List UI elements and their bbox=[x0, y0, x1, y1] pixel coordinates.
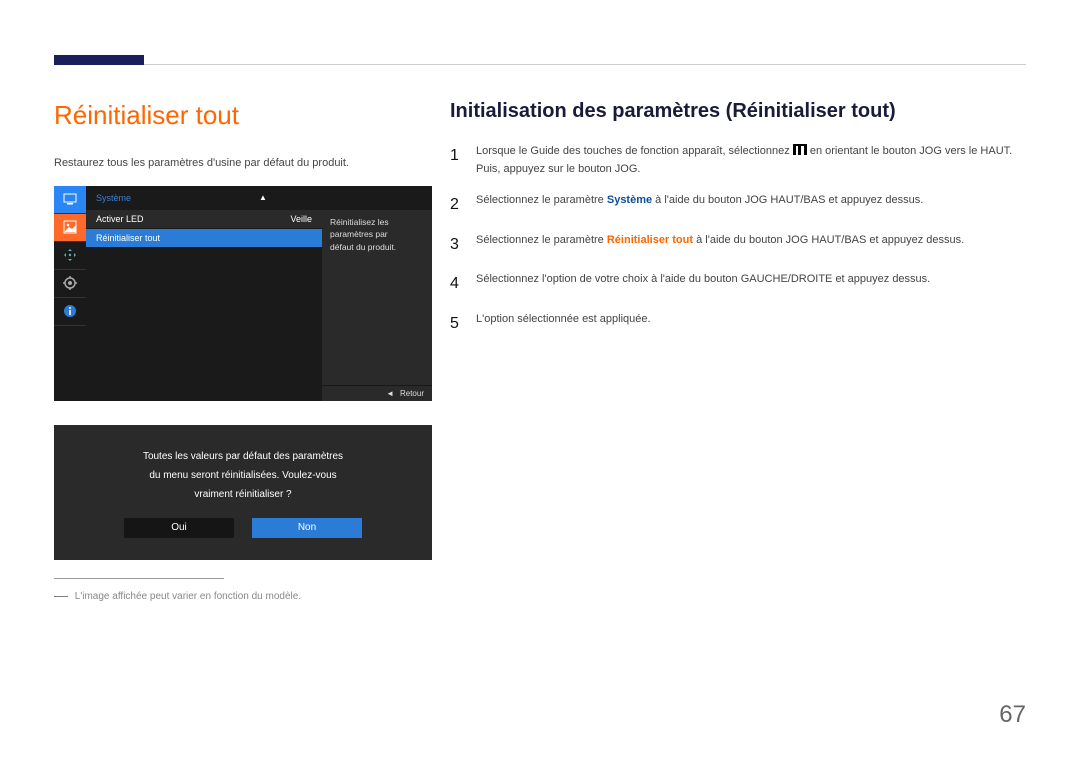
dialog-screenshot: Toutes les valeurs par défaut des paramè… bbox=[54, 425, 432, 560]
step-number: 1 bbox=[450, 143, 476, 178]
step-post: à l'aide du bouton JOG HAUT/BAS et appuy… bbox=[652, 194, 923, 206]
section-title: Initialisation des paramètres (Réinitial… bbox=[450, 100, 1026, 123]
osd-list: Activer LED Veille Réinitialiser tout bbox=[86, 210, 322, 401]
step-item: 5 L'option sélectionnée est appliquée. bbox=[450, 311, 1026, 337]
brightness-icon bbox=[54, 186, 86, 214]
step-text: Sélectionnez le paramètre Réinitialiser … bbox=[476, 232, 964, 258]
step-post: à l'aide du bouton JOG HAUT/BAS et appuy… bbox=[693, 234, 964, 246]
step-number: 5 bbox=[450, 311, 476, 337]
osd-body: Système ▲ Activer LED Veille Réinitialis… bbox=[86, 186, 432, 401]
step-text: Lorsque le Guide des touches de fonction… bbox=[476, 143, 1026, 178]
left-column: Réinitialiser tout Restaurez tous les pa… bbox=[54, 100, 432, 603]
header-accent bbox=[54, 55, 144, 65]
osd-row-label: Réinitialiser tout bbox=[96, 233, 160, 243]
footnote-dash: ― bbox=[54, 587, 68, 603]
dialog-line: du menu seront réinitialisées. Voulez-vo… bbox=[143, 466, 343, 485]
osd-help-line: paramètres par bbox=[330, 228, 424, 241]
header-divider bbox=[54, 64, 1026, 65]
steps-list: 1 Lorsque le Guide des touches de foncti… bbox=[450, 143, 1026, 337]
step-pre: Sélectionnez l'option de votre choix à l… bbox=[476, 273, 930, 285]
step-number: 3 bbox=[450, 232, 476, 258]
step-text: Sélectionnez le paramètre Système à l'ai… bbox=[476, 192, 923, 218]
settings-icon bbox=[54, 270, 86, 298]
footnote-divider bbox=[54, 578, 224, 579]
step-bold: Système bbox=[607, 194, 652, 206]
step-pre: Sélectionnez le paramètre bbox=[476, 234, 607, 246]
osd-row-selected: Réinitialiser tout bbox=[86, 229, 322, 248]
osd-header-title: Système bbox=[96, 193, 131, 203]
osd-help-line: Réinitialisez les bbox=[330, 216, 424, 229]
osd-main: Activer LED Veille Réinitialiser tout Ré… bbox=[86, 210, 432, 401]
menu-icon bbox=[793, 144, 807, 155]
page-title: Réinitialiser tout bbox=[54, 100, 432, 131]
step-bold: Réinitialiser tout bbox=[607, 234, 693, 246]
step-number: 2 bbox=[450, 192, 476, 218]
osd-row-label: Activer LED bbox=[96, 214, 144, 224]
osd-header: Système ▲ bbox=[86, 186, 432, 210]
osd-row-value: Veille bbox=[290, 214, 312, 224]
dialog-yes-button: Oui bbox=[124, 518, 234, 538]
osd-footer: ◄ Retour bbox=[322, 385, 432, 401]
step-number: 4 bbox=[450, 271, 476, 297]
position-icon bbox=[54, 242, 86, 270]
step-pre: L'option sélectionnée est appliquée. bbox=[476, 313, 651, 325]
footnote: ― L'image affichée peut varier en foncti… bbox=[54, 587, 432, 603]
page-number: 67 bbox=[999, 701, 1026, 729]
dialog-line: vraiment réinitialiser ? bbox=[143, 485, 343, 504]
page-description: Restaurez tous les paramètres d'usine pa… bbox=[54, 155, 432, 172]
osd-header-arrow: ▲ bbox=[259, 193, 267, 202]
right-column: Initialisation des paramètres (Réinitial… bbox=[450, 100, 1026, 351]
step-text: L'option sélectionnée est appliquée. bbox=[476, 311, 651, 337]
step-item: 2 Sélectionnez le paramètre Système à l'… bbox=[450, 192, 1026, 218]
step-item: 3 Sélectionnez le paramètre Réinitialise… bbox=[450, 232, 1026, 258]
dialog-buttons: Oui Non bbox=[124, 518, 362, 538]
dialog-line: Toutes les valeurs par défaut des paramè… bbox=[143, 447, 343, 466]
scene-icon bbox=[54, 214, 86, 242]
step-item: 4 Sélectionnez l'option de votre choix à… bbox=[450, 271, 1026, 297]
info-icon bbox=[54, 298, 86, 326]
step-pre: Sélectionnez le paramètre bbox=[476, 194, 607, 206]
osd-help-panel: Réinitialisez les paramètres par défaut … bbox=[322, 210, 432, 401]
step-text: Sélectionnez l'option de votre choix à l… bbox=[476, 271, 930, 297]
dialog-message: Toutes les valeurs par défaut des paramè… bbox=[143, 447, 343, 504]
osd-footer-label: Retour bbox=[400, 389, 424, 398]
dialog-no-button: Non bbox=[252, 518, 362, 538]
osd-sidebar bbox=[54, 186, 86, 401]
step-pre: Lorsque le Guide des touches de fonction… bbox=[476, 145, 793, 157]
osd-screenshot: Système ▲ Activer LED Veille Réinitialis… bbox=[54, 186, 432, 401]
osd-help-line: défaut du produit. bbox=[330, 241, 424, 254]
footnote-text: L'image affichée peut varier en fonction… bbox=[75, 591, 301, 602]
osd-footer-arrow: ◄ bbox=[386, 389, 394, 398]
osd-row: Activer LED Veille bbox=[86, 210, 322, 229]
step-item: 1 Lorsque le Guide des touches de foncti… bbox=[450, 143, 1026, 178]
